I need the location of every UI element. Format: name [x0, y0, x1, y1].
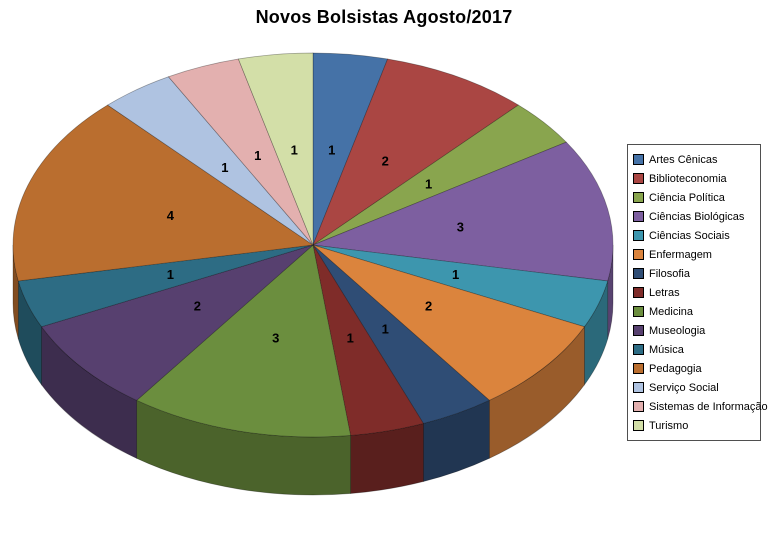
slice-value-label: 2 [194, 299, 201, 314]
pie-slice [312, 244, 490, 424]
legend-label: Biblioteconomia [649, 172, 727, 185]
legend-item: Artes Cênicas [633, 150, 758, 169]
legend-item: Serviço Social [633, 378, 758, 397]
legend-swatch [633, 401, 644, 412]
pie-slice [136, 244, 352, 438]
legend-swatch [633, 382, 644, 393]
legend-swatch [633, 363, 644, 374]
legend-label: Ciências Sociais [649, 229, 730, 242]
pie-slice [17, 244, 314, 328]
slice-value-label: 1 [452, 267, 459, 282]
legend-label: Serviço Social [649, 381, 719, 394]
slice-value-label: 3 [272, 330, 279, 345]
legend-item: Pedagogia [633, 359, 758, 378]
slice-value-label: 1 [382, 322, 389, 337]
legend-label: Ciências Biológicas [649, 210, 745, 223]
slice-value-label: 1 [328, 142, 335, 157]
legend-item: Museologia [633, 321, 758, 340]
legend-item: Sistemas de Informação [633, 397, 768, 416]
legend-swatch [633, 306, 644, 317]
legend-swatch [633, 344, 644, 355]
legend-swatch [633, 268, 644, 279]
legend-label: Enfermagem [649, 248, 712, 261]
legend-swatch [633, 211, 644, 222]
legend-swatch [633, 287, 644, 298]
legend-item: Enfermagem [633, 245, 758, 264]
pie-slice [40, 244, 314, 401]
pie-slice [106, 76, 314, 246]
legend-item: Filosofia [633, 264, 758, 283]
slice-value-label: 1 [221, 160, 228, 175]
pie-slice [312, 244, 424, 436]
legend-swatch [633, 325, 644, 336]
legend-label: Medicina [649, 305, 694, 318]
legend-swatch [633, 230, 644, 241]
legend-label: Música [649, 343, 684, 356]
pie-slice [237, 52, 314, 246]
legend: Artes Cênicas Biblioteconomia Ciência Polí… [627, 144, 768, 441]
legend-swatch [633, 420, 644, 431]
slice-value-label: 1 [347, 330, 354, 345]
legend-label: Ciência Política [649, 191, 725, 204]
pie-slice [312, 104, 567, 246]
pie-slice [12, 104, 314, 282]
legend-item: Turismo [633, 416, 758, 435]
legend-label: Museologia [649, 324, 706, 337]
slice-value-label: 1 [425, 176, 432, 191]
legend-swatch [633, 192, 644, 203]
legend-item: Música [633, 340, 758, 359]
legend-item: Letras [633, 283, 758, 302]
legend-item: Ciências Sociais [633, 226, 758, 245]
slice-value-label: 1 [291, 142, 298, 157]
slice-value-label: 1 [167, 267, 174, 282]
slice-value-label: 2 [425, 299, 432, 314]
pie-slice [312, 244, 609, 328]
pie-slice [312, 244, 586, 401]
legend-swatch [633, 249, 644, 260]
legend-item: Medicina [633, 302, 758, 321]
legend-label: Sistemas de Informação [649, 400, 768, 413]
pie-slice [312, 58, 520, 246]
pie-slice [312, 52, 389, 246]
legend-label: Pedagogia [649, 362, 702, 375]
legend-label: Filosofia [649, 267, 690, 280]
slice-value-label: 3 [457, 220, 464, 235]
legend-item: Ciência Política [633, 188, 758, 207]
slice-value-label: 2 [382, 153, 389, 168]
chart-title: Novos Bolsistas Agosto/2017 [255, 7, 513, 27]
pie-slice [311, 141, 614, 282]
slice-value-label: 1 [254, 148, 261, 163]
legend-item: Biblioteconomia [633, 169, 758, 188]
legend-item: Ciências Biológicas [633, 207, 758, 226]
pie-slice [167, 58, 314, 246]
legend-label: Letras [649, 286, 680, 299]
slice-value-label: 4 [167, 208, 175, 223]
legend-swatch [633, 154, 644, 165]
legend-label: Turismo [649, 419, 689, 432]
legend-label: Artes Cênicas [649, 153, 718, 166]
legend-swatch [633, 173, 644, 184]
